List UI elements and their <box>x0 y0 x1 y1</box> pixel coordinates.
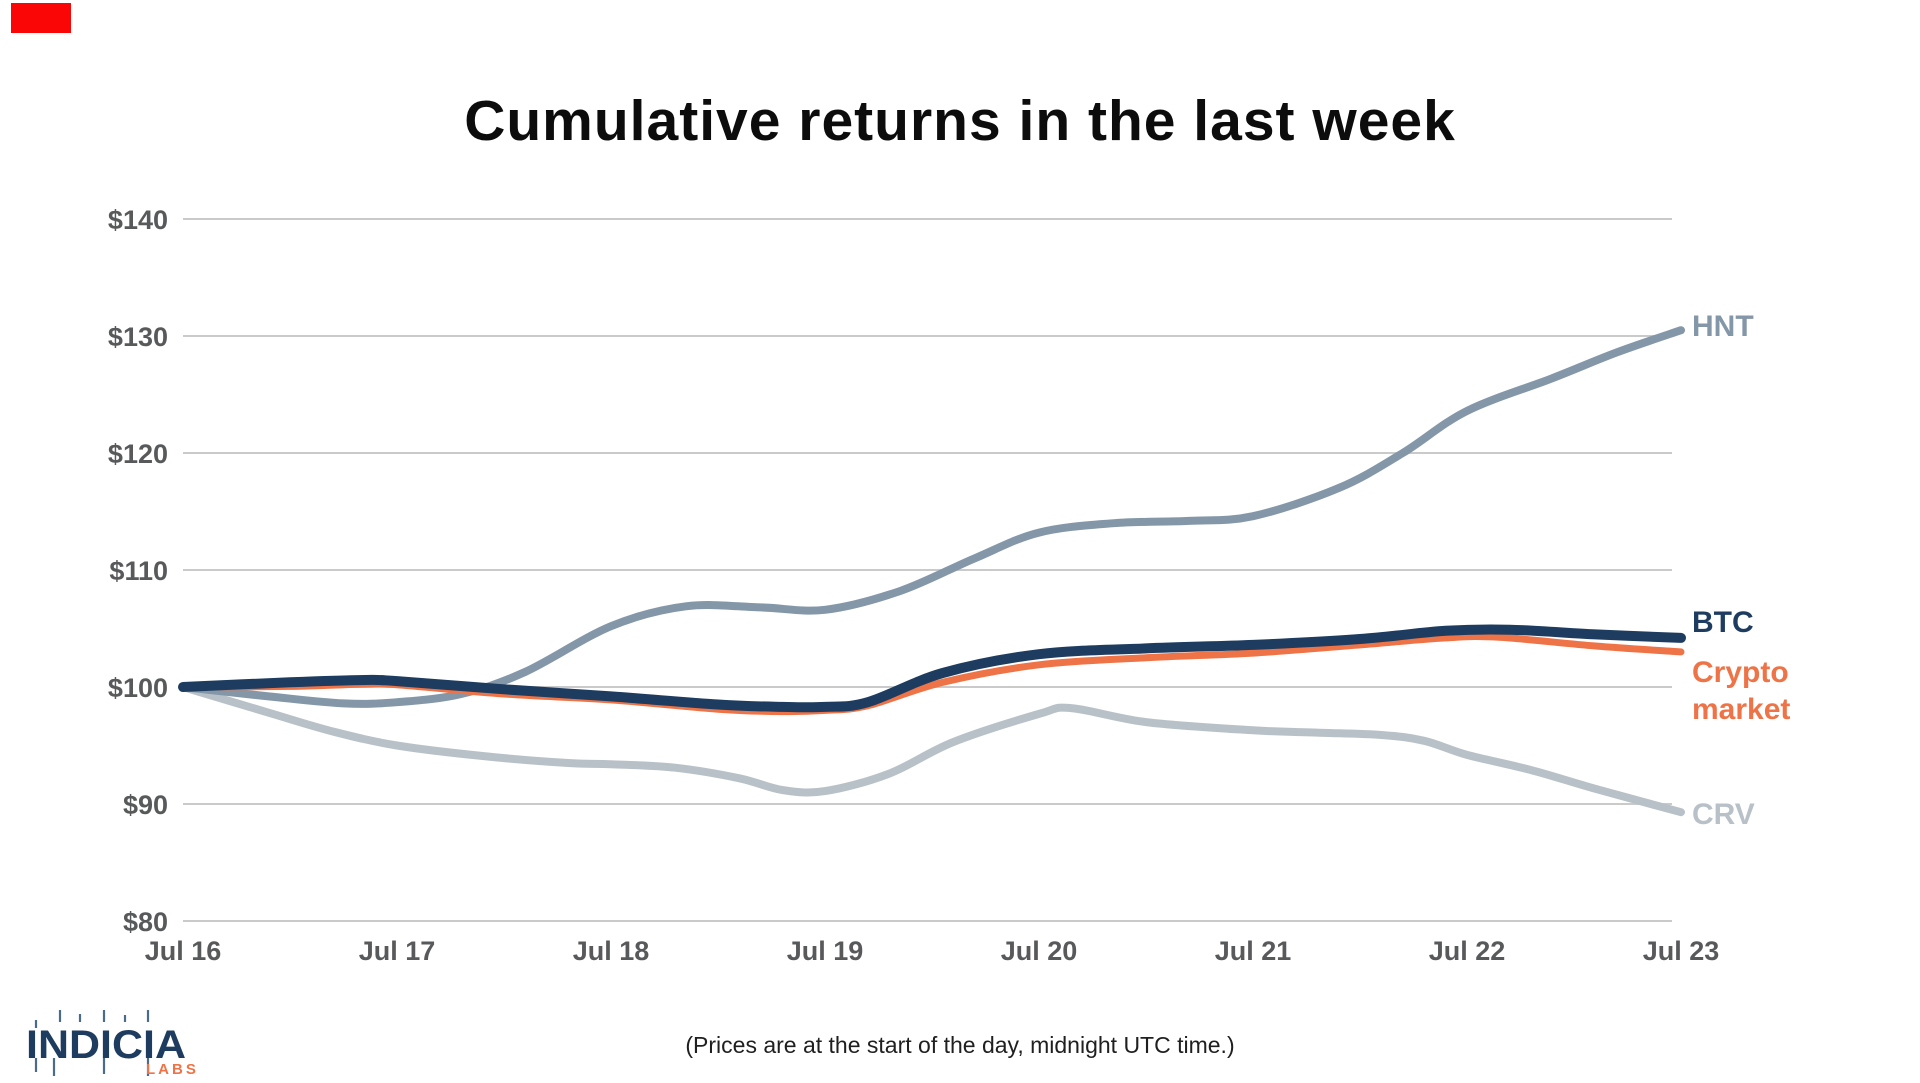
y-tick-label-140: $140 <box>108 205 168 235</box>
x-tick-label-jul-19: Jul 19 <box>787 936 864 966</box>
chart-title: Cumulative returns in the last week <box>464 89 1456 153</box>
y-tick-label-130: $130 <box>108 322 168 352</box>
series-label-crv: CRV <box>1692 798 1755 831</box>
y-tick-label-100: $100 <box>108 673 168 703</box>
y-tick-label-80: $80 <box>123 907 168 937</box>
series-line-hnt <box>179 326 1685 708</box>
x-tick-label-jul-16: Jul 16 <box>145 936 222 966</box>
logo-candlestick-wicks <box>34 1010 150 1076</box>
footer-note: (Prices are at the start of the day, mid… <box>685 1032 1235 1058</box>
logo-wordmark: INDICIA <box>26 1023 186 1067</box>
series-line-crv <box>179 683 1685 817</box>
indicia-logo: INDICIA LABS <box>24 1006 224 1078</box>
recording-indicator <box>11 3 71 33</box>
series-label-crypto-market-1: market <box>1692 693 1790 726</box>
y-tick-label-110: $110 <box>109 556 168 586</box>
series-label-hnt: HNT <box>1692 310 1754 343</box>
x-tick-label-jul-20: Jul 20 <box>1001 936 1078 966</box>
x-tick-label-jul-21: Jul 21 <box>1215 936 1292 966</box>
y-tick-label-120: $120 <box>108 439 168 469</box>
x-tick-label-jul-18: Jul 18 <box>573 936 650 966</box>
series-label-crypto-market: Crypto <box>1692 656 1789 689</box>
logo-sub-label: LABS <box>146 1061 199 1078</box>
x-tick-label-jul-22: Jul 22 <box>1429 936 1506 966</box>
y-tick-label-90: $90 <box>123 790 168 820</box>
series-line-btc <box>178 624 1686 713</box>
indicia-logo-icon: INDICIA LABS <box>26 1010 199 1078</box>
x-tick-label-jul-17: Jul 17 <box>359 936 436 966</box>
series-label-btc: BTC <box>1692 606 1754 639</box>
x-tick-label-jul-23: Jul 23 <box>1643 936 1720 966</box>
